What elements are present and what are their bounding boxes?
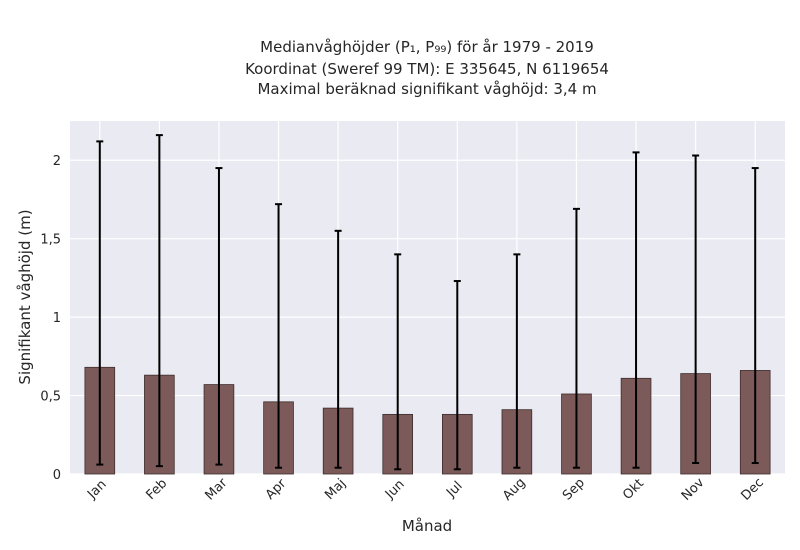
x-tick-label: Aug xyxy=(500,475,529,504)
error-bar-jul xyxy=(453,280,461,471)
y-tick-label: 0,5 xyxy=(40,390,61,405)
error-bar-maj xyxy=(334,229,342,469)
error-bars xyxy=(96,134,759,471)
x-tick-label: Jan xyxy=(84,477,109,502)
chart-title: Medianvåghöjder (P₁, P₉₉) för år 1979 - … xyxy=(245,38,609,98)
error-bar-dec xyxy=(751,167,759,465)
error-bar-jun xyxy=(394,253,402,471)
error-bar-jan xyxy=(96,140,104,466)
x-tick-label: Maj xyxy=(322,476,349,503)
x-tick-label: Apr xyxy=(263,476,290,503)
title-line-3: Maximal beräknad signifikant våghöjd: 3,… xyxy=(257,80,596,98)
x-axis-ticks: Jan Feb Mar Apr Maj Jun Jul Aug Sep Okt Nov Dec xyxy=(84,475,767,504)
error-bar-sep xyxy=(572,207,580,469)
y-axis-label: Signifikant våghöjd (m) xyxy=(16,209,34,384)
x-tick-label: Feb xyxy=(143,476,170,503)
error-bar-mar xyxy=(215,167,223,466)
y-tick-label: 1 xyxy=(53,311,61,326)
error-bar-nov xyxy=(692,154,700,465)
x-tick-label: Okt xyxy=(620,476,647,503)
error-bar-feb xyxy=(155,134,163,468)
y-tick-label: 2 xyxy=(53,154,61,169)
plot-area xyxy=(70,121,785,474)
y-tick-label: 0 xyxy=(53,468,61,483)
error-bar-aug xyxy=(513,253,521,469)
title-line-1: Medianvåghöjder (P₁, P₉₉) för år 1979 - … xyxy=(260,38,594,56)
x-tick-label: Mar xyxy=(203,475,231,503)
x-tick-label: Jun xyxy=(382,477,408,503)
x-tick-label: Nov xyxy=(679,475,708,504)
x-tick-label: Sep xyxy=(560,476,588,504)
error-bar-apr xyxy=(275,203,283,469)
title-line-2: Koordinat (Sweref 99 TM): E 335645, N 61… xyxy=(245,60,609,78)
error-bar-okt xyxy=(632,151,640,469)
x-axis-label: Månad xyxy=(402,517,452,535)
y-axis-ticks: 0 0,5 1 1,5 2 xyxy=(40,154,61,483)
y-tick-label: 1,5 xyxy=(40,233,61,248)
x-tick-label: Jul xyxy=(443,479,465,501)
x-tick-label: Dec xyxy=(739,475,767,503)
